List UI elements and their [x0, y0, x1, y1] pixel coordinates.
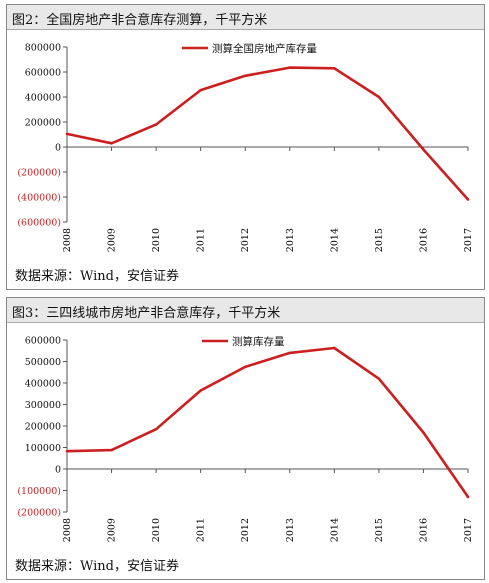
- x-tick-label: 2009: [107, 518, 118, 542]
- y-tick-label: 200000: [25, 422, 61, 433]
- figure-title-bar: 图3：三四线城市房地产非合意库存，千平方米: [7, 298, 484, 323]
- series-line: [66, 66, 469, 201]
- x-tick-label: 2015: [374, 228, 385, 252]
- x-tick-label: 2017: [463, 228, 474, 252]
- legend-label: 测算全国房地产库存量: [212, 42, 317, 55]
- y-tick-label: 200000: [25, 118, 61, 129]
- y-tick-label: 0: [55, 465, 61, 476]
- x-tick-label: 2011: [196, 228, 207, 252]
- x-tick-label: 2008: [62, 518, 73, 542]
- data-point: [288, 351, 292, 355]
- x-tick-label: 2010: [151, 228, 162, 252]
- data-point: [65, 449, 69, 453]
- x-tick-label: 2016: [418, 518, 429, 542]
- y-tick-label: (600000): [17, 218, 61, 229]
- y-tick-label: 600000: [25, 68, 61, 79]
- x-tick-label: 2015: [374, 518, 385, 542]
- y-tick-label: 0: [55, 143, 61, 154]
- x-tick-label: 2009: [107, 228, 118, 252]
- x-tick-label: 2016: [418, 228, 429, 252]
- x-tick-label: 2008: [62, 228, 73, 252]
- y-tick-label: (400000): [17, 193, 61, 204]
- data-point: [466, 495, 470, 499]
- line-chart-tier34: (200000) (100000) 0 100000 200000 300000 40000…: [17, 335, 474, 542]
- y-tick-label: (100000): [17, 486, 61, 497]
- y-tick-label: 300000: [25, 400, 61, 411]
- data-point: [243, 365, 247, 369]
- x-tick-label: 2013: [285, 228, 296, 252]
- data-point: [422, 431, 425, 434]
- chart-panel-national: 图2：全国房地产非合意库存测算，千平方米 (600000) (400000) (20…: [6, 4, 485, 290]
- series-line: [66, 346, 470, 498]
- data-point: [377, 95, 381, 99]
- line-chart-national: (600000) (400000) (200000) 0 200000 400000 600…: [17, 42, 474, 252]
- chart-panel-tier34: 图3：三四线城市房地产非合意库存，千平方米 (200000) (100000) 0 1…: [6, 297, 485, 580]
- data-point: [422, 148, 425, 151]
- y-tick-label: 400000: [25, 93, 61, 104]
- data-point: [65, 132, 69, 136]
- data-point: [154, 123, 158, 126]
- x-tick-label: 2010: [151, 518, 162, 542]
- data-point: [110, 448, 113, 452]
- data-point: [333, 66, 336, 70]
- y-tick-label: 100000: [25, 443, 61, 454]
- figure-title-bar: 图2：全国房地产非合意库存测算，千平方米: [7, 5, 484, 30]
- x-tick-label: 2014: [329, 228, 340, 252]
- x-tick-label: 2017: [463, 518, 474, 542]
- figure-source: 数据来源：Wind，安信证券: [15, 559, 179, 574]
- y-tick-label: (200000): [17, 168, 61, 179]
- x-tick-label: 2012: [240, 518, 251, 542]
- x-tick-label: 2012: [240, 228, 251, 252]
- x-tick-label: 2013: [285, 518, 296, 542]
- x-tick-label: 2014: [329, 518, 340, 542]
- figure-source: 数据来源：Wind，安信证券: [15, 269, 179, 284]
- y-tick-label: 400000: [25, 379, 61, 390]
- legend-label: 测算库存量: [232, 335, 285, 348]
- y-tick-label: 500000: [25, 357, 61, 368]
- x-tick-label: 2011: [196, 518, 207, 542]
- data-point: [243, 74, 247, 78]
- figure-title: 图2：全国房地产非合意库存测算，千平方米: [12, 13, 268, 28]
- data-point: [333, 346, 336, 350]
- data-point: [199, 88, 202, 92]
- y-tick-label: 600000: [25, 336, 61, 347]
- data-point: [199, 389, 202, 392]
- figure-title: 图3：三四线城市房地产非合意库存，千平方米: [12, 306, 281, 321]
- data-point: [110, 141, 113, 145]
- data-point: [288, 66, 292, 69]
- y-tick-label: 800000: [25, 43, 61, 54]
- data-point: [377, 377, 381, 380]
- data-point: [154, 427, 158, 431]
- y-tick-label: (200000): [17, 508, 61, 519]
- data-point: [466, 198, 470, 201]
